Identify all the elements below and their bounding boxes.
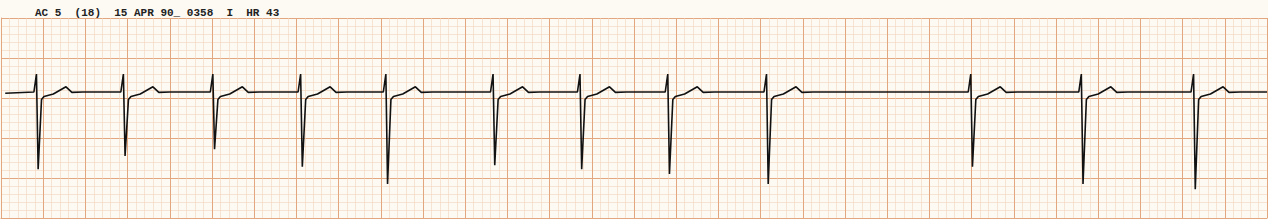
svg-text:AC 5 (18) 15 APR 90_ 0358 I: AC 5 (18) 15 APR 90_ 0358 I HR 43 [35, 7, 280, 19]
